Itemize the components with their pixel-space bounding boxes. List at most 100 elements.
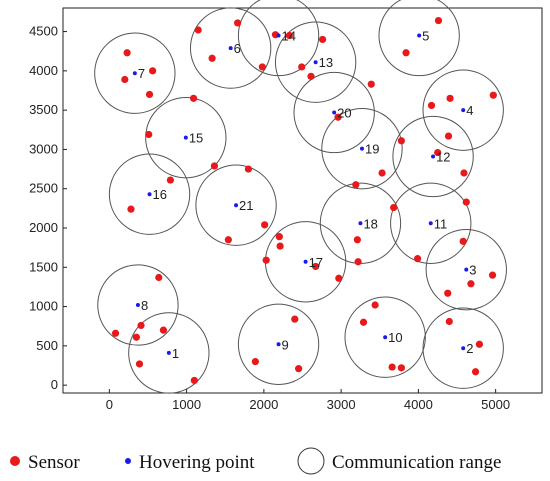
legend: Sensor Hovering point Communication rang… — [10, 447, 501, 475]
legend-hovering-point-label: Hovering point — [139, 452, 255, 473]
hovering-point-19 — [359, 146, 364, 151]
sensor-point — [123, 49, 131, 57]
y-tick-label: 0 — [51, 377, 58, 392]
sensor-point — [446, 94, 454, 102]
hovering-point-17 — [303, 259, 308, 264]
hovering-point-1 — [166, 350, 171, 355]
legend-communication-range-label: Communication range — [332, 452, 501, 473]
y-tick-label: 4500 — [29, 24, 58, 39]
hovering-point-label-19: 19 — [365, 142, 379, 157]
hovering-point-label-15: 15 — [189, 131, 203, 146]
communication-range-circle-19 — [321, 107, 403, 190]
hovering-point-label-11: 11 — [434, 216, 448, 231]
legend-hovering-point-marker — [125, 458, 131, 464]
sensor-point — [208, 54, 216, 62]
y-tick-label: 1000 — [29, 299, 58, 314]
sensor-point — [397, 137, 405, 145]
hovering-point-label-17: 17 — [309, 255, 323, 270]
hovering-point-2 — [461, 346, 466, 351]
x-tick-label: 1000 — [172, 397, 201, 412]
hovering-point-10 — [383, 335, 388, 340]
hovering-point-20 — [332, 110, 337, 115]
hovering-point-label-10: 10 — [388, 330, 402, 345]
sensor-point — [414, 255, 422, 263]
hovering-point-5 — [417, 33, 422, 38]
sensor-point — [367, 80, 375, 88]
hovering-point-label-14: 14 — [282, 29, 296, 44]
y-tick-label: 3000 — [29, 141, 58, 156]
communication-range-circle-16 — [108, 153, 191, 235]
hovering-point-label-12: 12 — [436, 150, 450, 165]
legend-communication-range-marker — [297, 447, 325, 475]
hovering-point-label-8: 8 — [141, 298, 148, 313]
sensor-point — [298, 63, 306, 71]
sensor-point — [121, 75, 129, 84]
communication-range-circle-21 — [195, 164, 277, 246]
sensor-point — [445, 317, 453, 326]
legend-sensor-label: Sensor — [28, 452, 80, 473]
hovering-point-14 — [276, 33, 281, 38]
hovering-point-9 — [276, 342, 281, 347]
plot-frame — [62, 7, 543, 394]
hovering-point-label-18: 18 — [363, 216, 377, 231]
communication-range-circle-7 — [94, 32, 176, 114]
hovering-point-label-20: 20 — [337, 106, 351, 121]
communication-range-circle-14 — [237, 0, 320, 77]
sensor-point — [460, 169, 468, 177]
communication-range-circle-11 — [390, 182, 472, 264]
sensor-point — [166, 176, 174, 184]
sensor-point — [488, 271, 497, 279]
sensor-point — [444, 132, 453, 140]
hovering-point-label-21: 21 — [239, 198, 253, 213]
communication-range-circle-10 — [344, 296, 426, 378]
y-tick-label: 1500 — [29, 259, 58, 274]
sensor-point — [354, 258, 362, 266]
hovering-point-4 — [461, 108, 466, 113]
sensor-point — [159, 326, 168, 334]
sensor-point — [335, 274, 343, 282]
axis-ticks-layer: 0 1000 2000 3000 4000 5000 0 500 1000 1500 2000 250… — [29, 24, 510, 412]
sensor-point — [444, 289, 452, 297]
hovering-point-12 — [431, 154, 436, 159]
sensor-point — [402, 49, 410, 57]
y-tick-label: 2000 — [29, 220, 58, 235]
sensor-point — [258, 63, 266, 71]
hovering-point-label-5: 5 — [422, 29, 429, 44]
sensor-point — [155, 273, 163, 282]
sensor-point — [149, 67, 157, 75]
legend-sensor-marker — [10, 456, 20, 466]
communication-range-circle-20 — [293, 71, 375, 154]
hovering-point-label-7: 7 — [138, 66, 145, 81]
sensor-point — [244, 165, 253, 173]
x-tick-label: 2000 — [249, 397, 278, 412]
sensor-point — [127, 205, 135, 213]
x-tick-label: 3000 — [327, 397, 356, 412]
sensor-point — [291, 315, 299, 323]
sensor-point — [189, 94, 198, 102]
sensor-point — [334, 113, 342, 121]
sensor-point — [434, 148, 442, 157]
sensor-point — [378, 169, 386, 177]
communication-range-circle-2 — [422, 307, 504, 389]
sensor-point — [388, 363, 396, 371]
sensor-point — [224, 236, 232, 244]
sensor-point — [352, 181, 360, 189]
sensor-layer — [111, 16, 497, 385]
hovering-point-label-6: 6 — [234, 41, 241, 56]
hovering-point-13 — [313, 60, 318, 65]
sensor-point — [111, 329, 120, 337]
sensor-point — [467, 280, 475, 288]
hovering-point-15 — [183, 135, 188, 140]
sensor-point — [359, 318, 368, 326]
hovering-point-21 — [234, 203, 239, 208]
hovering-point-16 — [147, 192, 152, 197]
sensor-point — [459, 237, 467, 245]
sensor-point — [251, 357, 259, 366]
y-tick-label: 3500 — [29, 102, 58, 117]
communication-range-circle-12 — [392, 115, 474, 198]
y-tick-label: 500 — [36, 338, 58, 353]
sensor-point — [132, 333, 140, 341]
hovering-point-label-13: 13 — [319, 55, 333, 70]
